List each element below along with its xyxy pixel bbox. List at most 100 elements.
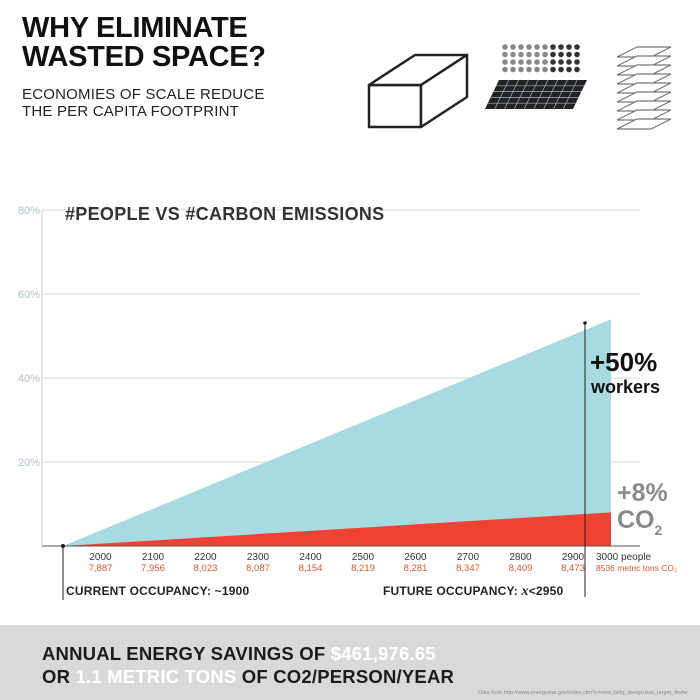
carbon-tick-label: 7,956 [141,563,165,574]
grid-icon-line [543,79,558,110]
future-occupancy-prefix: FUTURE OCCUPANCY: [383,584,521,598]
stacked-floors-icon [616,46,672,130]
dot-icon-element [550,51,556,58]
carbon-tick-label: 8,409 [509,563,533,574]
people-change-label: workers [590,377,660,397]
floor-plate [616,118,672,130]
dot-icon-element [510,66,516,73]
future-occupancy-label: FUTURE OCCUPANCY: x<2950 [383,584,564,599]
current-occupancy-dot [61,544,65,548]
dot-icon-element [534,51,540,58]
dot-icon-element [550,44,556,50]
dot-icon-element [566,44,572,50]
grid-icon-line [533,79,549,110]
headline: WHY ELIMINATE WASTED SPACE? [22,14,266,72]
headline-line-1: WHY ELIMINATE [22,12,248,44]
dot-icon-element [566,66,572,73]
dot-icon-element [502,66,508,73]
dot-icon-element [518,51,524,58]
tons-prefix: OR [42,666,76,687]
dot-icon-element [574,51,580,58]
carbon-tick-label: 8,281 [404,563,428,574]
grid-icon-line [504,79,519,110]
dot-icon-element [542,59,548,65]
dot-icon-element [526,66,532,73]
dot-icon-element [566,59,572,65]
tons-suffix: OF CO2/PERSON/YEAR [236,666,455,687]
solid-block-icon [367,53,469,129]
y-tick-label: 60% [18,289,40,301]
x-tick-label: 3000 people [596,552,651,563]
subheadline-line-2: THE PER CAPITA FOOTPRINT [22,103,240,120]
subheadline: ECONOMIES OF SCALE REDUCE THE PER CAPITA… [22,86,265,120]
dot-icon-element [526,59,532,65]
dot-icon-element [566,51,572,58]
data-source-note: Data from http://www.energystar.gov/inde… [478,690,688,696]
dot-icon-element [542,51,548,58]
carbon-tick-label: 7,887 [89,563,113,574]
dot-icon-element [510,44,516,50]
footer-line-1: ANNUAL ENERGY SAVINGS OF $461,976.65 [42,643,436,665]
grid-icon-line [514,79,529,110]
dot-icon-element [502,51,508,58]
dot-icon-element [550,59,556,65]
y-tick-label: 20% [18,457,40,469]
dot-icon-element [574,66,580,73]
x-tick-label: 2000 [89,552,112,563]
dot-icon-element [502,44,508,50]
x-axis-labels: 2000 2100 2200 2300 2400 2500 2600 2700 2800 2900… [89,552,651,563]
x-tick-label: 2100 [142,552,165,563]
grid-icon-line [562,79,578,110]
dot-icon-element [518,44,524,50]
carbon-area [63,512,611,546]
future-occupancy-dot [583,321,587,325]
dot-icon-element [542,44,548,50]
y-axis-labels: 80% 60% 40% 20% [18,205,40,469]
people-area [63,319,611,546]
y-tick-label: 40% [18,373,40,385]
dot-icon-element [558,66,564,73]
dot-icon-element [510,51,516,58]
savings-prefix: ANNUAL ENERGY SAVINGS OF [42,643,331,664]
carbon-tick-label: 8536 metric tons CO₂ [596,563,677,573]
dot-icon-element [558,51,564,58]
x-tick-label: 2900 [562,552,585,563]
tons-amount: 1.1 METRIC TONS [75,666,237,687]
co2-change-label: CO2 [617,506,663,538]
carbon-tick-label: 8,087 [246,563,270,574]
x-tick-label: 2400 [299,552,322,563]
subheadline-line-1: ECONOMIES OF SCALE REDUCE [22,86,265,103]
x-tick-label: 2700 [457,552,480,563]
carbon-tick-label: 8,154 [299,563,323,574]
carbon-labels: 7,887 7,956 8,023 8,087 8,154 8,219 8,281 8,347… [89,563,678,574]
headline-line-2: WASTED SPACE? [22,41,266,73]
x-tick-label: 2500 [352,552,375,563]
chart-title: #PEOPLE VS #CARBON EMISSIONS [65,204,384,224]
grid-icon-line [494,79,510,110]
dot-icon-element [550,66,556,73]
future-occupancy-variable: x [520,584,528,599]
illustration-icons [367,44,672,130]
x-tick-label: 2600 [404,552,427,563]
carbon-tick-label: 8,023 [194,563,218,574]
dot-icon-element [518,59,524,65]
co2-change-subscript: 2 [655,522,663,538]
grid-icon-line [553,79,568,110]
dot-icon-element [518,66,524,73]
dot-icon-element [574,59,580,65]
savings-amount: $461,976.65 [330,643,436,664]
current-occupancy-label: CURRENT OCCUPANCY: ~1900 [66,584,250,598]
carbon-tick-label: 8,473 [561,563,585,574]
dot-icon-element [526,51,532,58]
co2-change-word: CO [617,506,655,534]
dot-icon-element [542,66,548,73]
carbon-tick-label: 8,219 [351,563,375,574]
data-areas [63,319,611,546]
x-tick-label: 2200 [194,552,217,563]
dot-grid-icon [485,44,587,110]
co2-change-percent: +8% [617,479,668,507]
grid-icon-line [523,79,539,110]
carbon-tick-label: 8,347 [456,563,480,574]
y-tick-label: 80% [18,205,40,217]
dot-icon-element [558,44,564,50]
